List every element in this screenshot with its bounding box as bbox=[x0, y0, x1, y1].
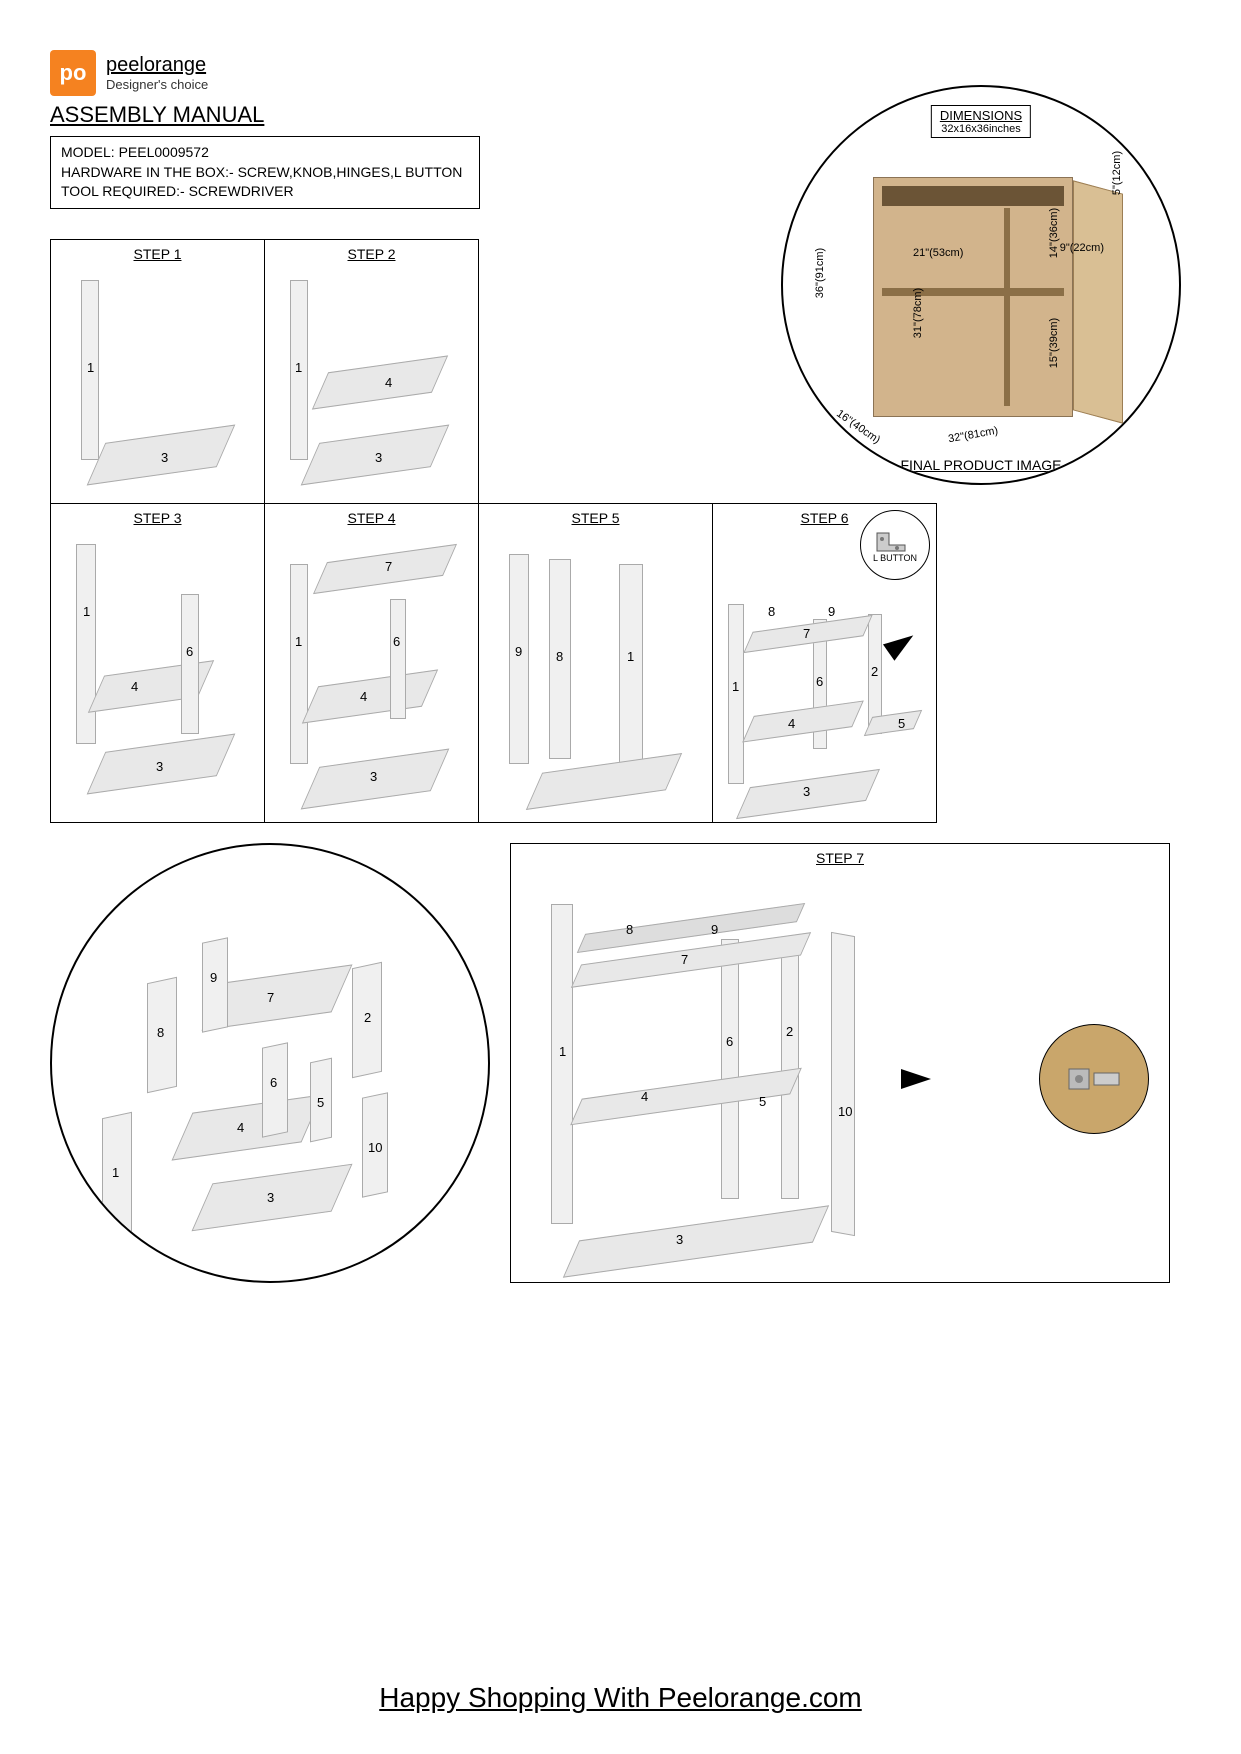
part-number: 1 bbox=[627, 649, 634, 664]
part-number: 1 bbox=[83, 604, 90, 619]
step-3-label: STEP 3 bbox=[134, 510, 182, 526]
lbutton-callout: L BUTTON bbox=[860, 510, 930, 580]
part-number: 3 bbox=[267, 1190, 274, 1205]
part-number: 4 bbox=[788, 716, 795, 731]
dim-shelf-lower: 15"(39cm) bbox=[1048, 318, 1060, 368]
dimensions-subtitle: 32x16x36inches bbox=[940, 123, 1022, 135]
part-number: 9 bbox=[711, 922, 718, 937]
part-number: 2 bbox=[786, 1024, 793, 1039]
tool-value: SCREWDRIVER bbox=[189, 183, 294, 199]
part-number: 3 bbox=[156, 759, 163, 774]
part-number: 5 bbox=[759, 1094, 766, 1109]
part-number: 4 bbox=[385, 375, 392, 390]
dim-height: 36"(91cm) bbox=[814, 248, 826, 298]
part-number: 6 bbox=[393, 634, 400, 649]
part-number: 6 bbox=[726, 1034, 733, 1049]
step-6-label: STEP 6 bbox=[801, 510, 849, 526]
step-6-cell: STEP 6 L BUTTON 1 2 3 4 5 6 7 8 9 bbox=[712, 503, 937, 823]
dim-inner-height: 31"(78cm) bbox=[912, 288, 924, 338]
dimensions-title-box: DIMENSIONS 32x16x36inches bbox=[931, 105, 1031, 138]
hardware-label: HARDWARE IN THE BOX:- bbox=[61, 164, 234, 180]
part-number: 4 bbox=[360, 689, 367, 704]
part-number: 1 bbox=[732, 679, 739, 694]
part-number: 5 bbox=[317, 1095, 324, 1110]
lbutton-label: L BUTTON bbox=[873, 553, 917, 563]
step-7-cell: STEP 7 1 2 3 4 5 6 7 8 9 10 bbox=[510, 843, 1170, 1283]
part-number: 9 bbox=[515, 644, 522, 659]
dim-inner-width: 21"(53cm) bbox=[913, 247, 963, 259]
part-number: 8 bbox=[157, 1025, 164, 1040]
step-5-cell: STEP 5 9 8 1 bbox=[478, 503, 713, 823]
step-2-cell: STEP 2 1 4 3 bbox=[264, 239, 479, 504]
part-number: 9 bbox=[210, 970, 217, 985]
part-number: 7 bbox=[681, 952, 688, 967]
step-3-cell: STEP 3 1 4 6 3 bbox=[50, 503, 265, 823]
brand-name: peelorange bbox=[106, 54, 208, 77]
part-number: 9 bbox=[828, 604, 835, 619]
cabinet-illustration bbox=[843, 157, 1123, 447]
part-number: 6 bbox=[816, 674, 823, 689]
part-number: 4 bbox=[131, 679, 138, 694]
part-number: 1 bbox=[112, 1165, 119, 1180]
model-value: PEEL0009572 bbox=[119, 144, 209, 160]
part-number: 1 bbox=[295, 634, 302, 649]
step-1-cell: STEP 1 1 3 bbox=[50, 239, 265, 504]
brand-tagline: Designer's choice bbox=[106, 77, 208, 92]
part-number: 6 bbox=[270, 1075, 277, 1090]
step-1-label: STEP 1 bbox=[134, 246, 182, 262]
part-number: 4 bbox=[237, 1120, 244, 1135]
final-product-circle: DIMENSIONS 32x16x36inches 36"(91cm) 16"(… bbox=[781, 85, 1181, 485]
part-number: 3 bbox=[370, 769, 377, 784]
dim-shelf-upper: 14"(36cm) bbox=[1048, 208, 1060, 258]
part-number: 8 bbox=[626, 922, 633, 937]
tool-label: TOOL REQUIRED:- bbox=[61, 183, 185, 199]
step-4-cell: STEP 4 1 6 7 4 3 bbox=[264, 503, 479, 823]
hardware-value: SCREW,KNOB,HINGES,L BUTTON bbox=[238, 164, 463, 180]
hinge-icon bbox=[1064, 1059, 1124, 1099]
part-number: 5 bbox=[898, 716, 905, 731]
model-label: MODEL: bbox=[61, 144, 115, 160]
part-number: 3 bbox=[161, 450, 168, 465]
part-number: 1 bbox=[87, 360, 94, 375]
step-5-label: STEP 5 bbox=[572, 510, 620, 526]
part-number: 2 bbox=[871, 664, 878, 679]
part-number: 4 bbox=[641, 1089, 648, 1104]
part-number: 6 bbox=[186, 644, 193, 659]
lbutton-icon bbox=[875, 527, 915, 553]
part-number: 1 bbox=[295, 360, 302, 375]
part-number: 1 bbox=[559, 1044, 566, 1059]
dimensions-title: DIMENSIONS bbox=[940, 108, 1022, 123]
parts-exploded-circle: 1 2 3 4 5 6 7 8 9 10 bbox=[50, 843, 490, 1283]
part-number: 3 bbox=[676, 1232, 683, 1247]
part-number: 7 bbox=[385, 559, 392, 574]
model-info-box: MODEL: PEEL0009572 HARDWARE IN THE BOX:-… bbox=[50, 136, 480, 209]
footer-text: Happy Shopping With Peelorange.com bbox=[0, 1682, 1241, 1714]
dim-top-gap: 5"(12cm) bbox=[1111, 151, 1123, 195]
brand-text-block: peelorange Designer's choice bbox=[106, 54, 208, 92]
steps-row-2: STEP 3 1 4 6 3 STEP 4 1 6 7 4 3 STEP 5 9… bbox=[50, 503, 1191, 823]
part-number: 3 bbox=[803, 784, 810, 799]
brand-logo-icon: po bbox=[50, 50, 96, 96]
part-number: 7 bbox=[267, 990, 274, 1005]
part-number: 10 bbox=[838, 1104, 852, 1119]
step-7-label: STEP 7 bbox=[816, 850, 864, 866]
part-number: 2 bbox=[364, 1010, 371, 1025]
final-product-label: FINAL PRODUCT IMAGE bbox=[900, 457, 1061, 473]
part-number: 3 bbox=[375, 450, 382, 465]
hinge-callout bbox=[1039, 1024, 1149, 1134]
part-number: 10 bbox=[368, 1140, 382, 1155]
dim-right-compartment: 9"(22cm) bbox=[1060, 242, 1104, 254]
part-number: 8 bbox=[556, 649, 563, 664]
part-number: 7 bbox=[803, 626, 810, 641]
step-2-label: STEP 2 bbox=[348, 246, 396, 262]
part-number: 8 bbox=[768, 604, 775, 619]
bottom-row: 1 2 3 4 5 6 7 8 9 10 STEP 7 1 2 3 4 5 6 … bbox=[50, 843, 1191, 1283]
step-4-label: STEP 4 bbox=[348, 510, 396, 526]
